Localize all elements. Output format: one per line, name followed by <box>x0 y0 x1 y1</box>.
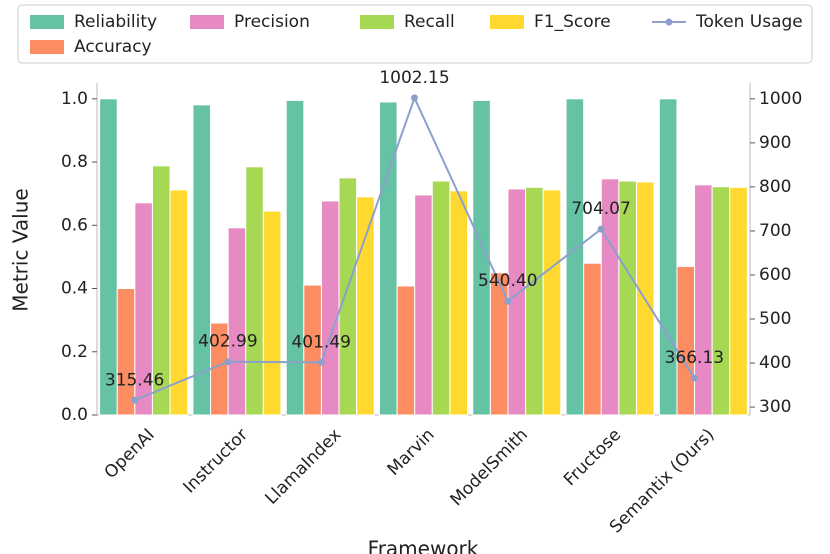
bar <box>379 101 398 416</box>
bar <box>116 288 136 416</box>
data-label: 366.13 <box>665 348 724 368</box>
y2-tick-label: 900 <box>759 133 791 153</box>
legend-swatch <box>30 15 64 29</box>
bar <box>676 265 696 416</box>
bar <box>356 196 375 416</box>
legend-label: Accuracy <box>74 37 152 57</box>
token-point <box>317 358 325 366</box>
x-tick-label: Marvin <box>384 425 439 480</box>
x-tick-label: Instructor <box>180 425 252 497</box>
legend-swatch <box>665 18 673 26</box>
data-label: 704.07 <box>571 199 630 219</box>
bar <box>414 194 433 416</box>
token-point <box>690 374 698 382</box>
bar <box>227 227 247 416</box>
token-point <box>504 297 512 305</box>
y-tick-label: 0.4 <box>61 279 88 299</box>
bar <box>729 186 748 416</box>
y-tick-label: 0.0 <box>61 405 88 425</box>
token-point <box>597 225 605 233</box>
data-label: 402.99 <box>198 332 257 352</box>
data-label: 1002.15 <box>379 68 449 88</box>
legend-swatch <box>360 15 394 29</box>
token-point <box>131 396 139 404</box>
y2-tick-label: 400 <box>759 353 791 373</box>
legend-label: Precision <box>234 12 310 32</box>
y-tick-label: 0.2 <box>61 342 88 362</box>
legend-swatch <box>490 15 524 29</box>
bar <box>285 99 305 416</box>
x-tick-label: LlamaIndex <box>262 425 346 509</box>
y-tick-label: 0.6 <box>61 215 88 235</box>
y2-tick-label: 300 <box>759 397 791 417</box>
x-axis-label: Framework <box>368 537 479 554</box>
y-tick-label: 1.0 <box>61 89 88 109</box>
bar <box>542 189 562 416</box>
y2-tick-label: 600 <box>759 265 791 285</box>
data-label: 315.46 <box>105 370 164 390</box>
legend-label: Recall <box>404 12 455 32</box>
legend-label: Reliability <box>74 12 157 32</box>
legend-swatch <box>30 40 64 54</box>
bar <box>711 186 731 416</box>
bar <box>565 98 585 416</box>
x-tick-label: ModelSmith <box>447 425 532 510</box>
x-tick-label: Semantix (Ours) <box>606 425 719 538</box>
bar <box>320 200 340 416</box>
legend-swatch <box>190 15 224 29</box>
bar <box>262 210 282 416</box>
x-tick-label: OpenAI <box>101 425 159 483</box>
bar <box>658 98 678 416</box>
bar <box>99 98 118 416</box>
legend-label: Token Usage <box>695 12 803 32</box>
bar <box>396 285 416 416</box>
bar <box>431 180 451 416</box>
bar <box>192 104 212 416</box>
data-label: 540.40 <box>478 271 537 291</box>
token-point <box>224 358 232 366</box>
y2-tick-label: 700 <box>759 221 791 241</box>
bar <box>338 177 358 416</box>
bar <box>583 262 602 416</box>
data-label: 401.49 <box>291 332 350 352</box>
y-tick-label: 0.8 <box>61 152 88 172</box>
bar <box>525 186 544 416</box>
y-axis-label: Metric Value <box>9 188 33 311</box>
legend-label: F1_Score <box>534 12 611 32</box>
y2-tick-label: 1000 <box>759 89 802 109</box>
bar <box>245 166 264 416</box>
bar <box>169 189 189 416</box>
bar <box>694 184 713 416</box>
y2-tick-label: 800 <box>759 177 791 197</box>
token-point <box>411 94 418 102</box>
y2-tick-label: 500 <box>759 309 791 329</box>
bar <box>472 99 491 416</box>
x-tick-label: Fructose <box>560 425 625 490</box>
bar <box>449 190 468 416</box>
